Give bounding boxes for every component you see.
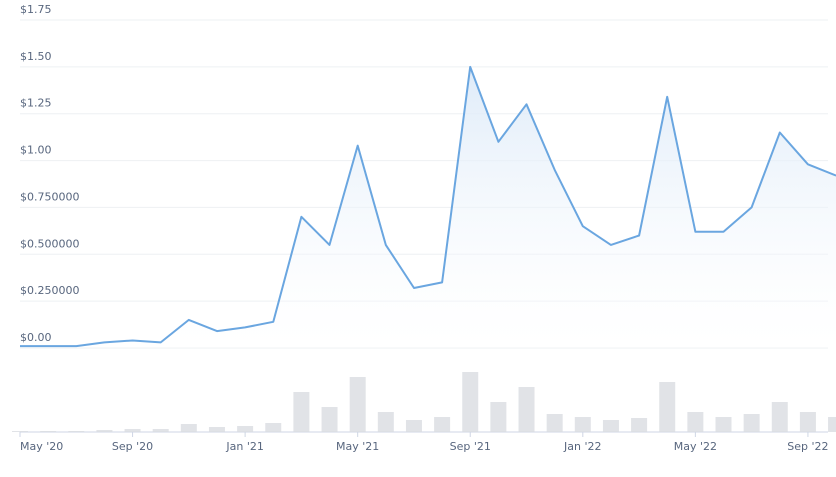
y-tick-label: $0.500000 [20,237,80,250]
y-tick-label: $1.25 [20,97,52,110]
volume-bar [574,417,591,432]
volume-bar [321,407,338,432]
x-tick-label: Sep '21 [450,440,491,453]
volume-bar [208,427,225,432]
volume-bar [434,417,451,432]
x-tick-label: Jan '22 [563,440,601,453]
volume-bar [96,430,113,432]
x-tick-label: May '20 [20,440,63,453]
volume-bar [180,424,197,432]
volume-bar [405,420,422,432]
y-tick-label: $0.250000 [20,284,80,297]
volume-bar [12,431,28,432]
volume-bar [349,377,366,432]
volume-bar [743,414,760,432]
volume-bar [265,423,282,432]
volume-bar [546,414,563,432]
volume-bar [68,431,85,432]
volume-bar [293,392,310,432]
volume-bar [462,372,479,432]
volume-bar [687,412,704,432]
volume-bar [715,417,732,432]
volume-bar [799,412,816,432]
volume-bar [771,402,788,432]
volume-bar [152,429,169,432]
area [20,66,836,348]
price-line [20,65,836,348]
volume-bar [124,429,141,432]
x-tick-label: Sep '22 [787,440,828,453]
volume-bar [40,431,57,432]
y-tick-label: $1.50 [20,50,52,63]
volume-bar [659,382,676,432]
y-tick-label: $0.750000 [20,190,80,203]
y-tick-label: $1.00 [20,144,52,157]
y-tick-label: $1.75 [20,3,52,16]
volume-bar [631,418,648,432]
volume-bar [602,420,619,432]
x-tick-label: May '21 [336,440,379,453]
volume-bar [518,387,535,432]
x-tick-label: May '22 [674,440,717,453]
x-tick-label: Jan '21 [225,440,263,453]
volume-bar [490,402,507,432]
volume-bar [828,417,836,432]
y-tick-label: $0.00 [20,331,52,344]
x-tick-label: Sep '20 [112,440,153,453]
volume-bar [237,426,254,432]
volume-bar [377,412,394,432]
